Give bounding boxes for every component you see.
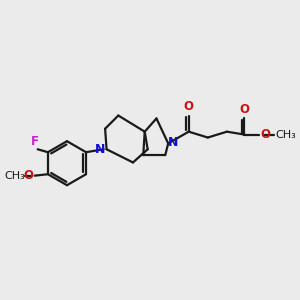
Text: CH₃: CH₃ <box>275 130 296 140</box>
Text: O: O <box>261 128 271 141</box>
Text: N: N <box>95 143 105 156</box>
Text: O: O <box>23 169 33 182</box>
Text: F: F <box>31 135 39 148</box>
Text: O: O <box>184 100 194 112</box>
Text: CH₃: CH₃ <box>4 171 25 181</box>
Text: O: O <box>239 103 250 116</box>
Text: N: N <box>168 136 178 149</box>
